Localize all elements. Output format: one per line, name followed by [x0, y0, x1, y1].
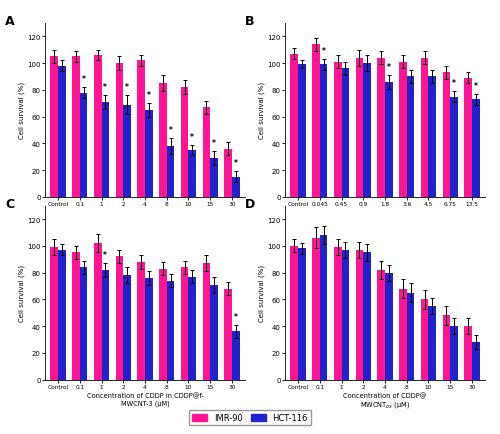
Bar: [290, 55, 298, 197]
Bar: [188, 151, 196, 197]
Bar: [464, 326, 472, 380]
Text: C: C: [5, 197, 14, 210]
Bar: [166, 147, 174, 197]
Text: D: D: [245, 197, 256, 210]
Text: *: *: [82, 75, 86, 84]
Bar: [94, 56, 102, 197]
X-axis label: Concentration of free CDDP (μM): Concentration of free CDDP (μM): [90, 209, 200, 216]
Bar: [442, 316, 450, 380]
Bar: [334, 247, 342, 380]
Y-axis label: Cell survival (%): Cell survival (%): [258, 264, 264, 322]
X-axis label: Concentration of CDDP in CDDP@f-
MWCNT-3 (μM): Concentration of CDDP in CDDP@f- MWCNT-3…: [86, 391, 204, 406]
Bar: [450, 97, 458, 197]
Bar: [58, 66, 66, 197]
Bar: [356, 59, 364, 197]
Bar: [232, 178, 239, 197]
Bar: [224, 149, 232, 197]
Bar: [399, 289, 406, 380]
Bar: [385, 82, 392, 197]
Bar: [472, 342, 480, 380]
Bar: [334, 62, 342, 197]
Bar: [138, 262, 145, 380]
Bar: [202, 108, 210, 197]
Bar: [210, 285, 218, 380]
Text: A: A: [5, 15, 15, 28]
Bar: [399, 62, 406, 197]
X-axis label: Concentration of CDDP@
MWCNT$_{ox}$ (μM): Concentration of CDDP@ MWCNT$_{ox}$ (μM): [344, 391, 426, 409]
Bar: [50, 247, 58, 380]
Text: *: *: [147, 91, 150, 100]
Bar: [232, 332, 239, 380]
Bar: [224, 289, 232, 380]
Bar: [298, 65, 306, 197]
Bar: [181, 268, 188, 380]
Bar: [94, 243, 102, 380]
Bar: [464, 79, 472, 197]
Bar: [159, 269, 166, 380]
Text: *: *: [322, 47, 326, 56]
Bar: [378, 270, 385, 380]
Bar: [364, 64, 371, 197]
Bar: [356, 250, 364, 380]
Bar: [290, 246, 298, 380]
Text: *: *: [168, 126, 172, 135]
Bar: [72, 57, 80, 197]
Bar: [378, 59, 385, 197]
Text: B: B: [245, 15, 254, 28]
Bar: [472, 100, 480, 197]
Bar: [80, 93, 88, 197]
Bar: [364, 253, 371, 380]
Bar: [428, 306, 436, 380]
Bar: [124, 105, 131, 197]
Y-axis label: Cell survival (%): Cell survival (%): [18, 264, 25, 322]
Text: *: *: [387, 63, 390, 72]
Bar: [450, 326, 458, 380]
Bar: [421, 59, 428, 197]
Bar: [102, 103, 109, 197]
Bar: [145, 111, 152, 197]
Bar: [320, 236, 328, 380]
Bar: [312, 45, 320, 197]
Bar: [145, 278, 152, 380]
Bar: [210, 159, 218, 197]
Bar: [124, 276, 131, 380]
Bar: [406, 293, 414, 380]
Bar: [138, 61, 145, 197]
Bar: [50, 57, 58, 197]
Bar: [406, 77, 414, 197]
Bar: [385, 273, 392, 380]
Bar: [202, 263, 210, 380]
Text: *: *: [190, 132, 194, 141]
Bar: [72, 253, 80, 380]
Text: *: *: [104, 250, 108, 260]
Text: *: *: [125, 83, 129, 92]
Bar: [116, 64, 124, 197]
Text: *: *: [212, 139, 216, 148]
Bar: [421, 299, 428, 380]
Bar: [102, 270, 109, 380]
Text: *: *: [234, 312, 237, 321]
Bar: [188, 277, 196, 380]
Text: *: *: [104, 83, 108, 92]
X-axis label: Concentration of capped blank
nanobottles (μg/mL): Concentration of capped blank nanobottle…: [334, 209, 436, 223]
Bar: [159, 84, 166, 197]
Bar: [80, 268, 88, 380]
Legend: IMR-90, HCT-116: IMR-90, HCT-116: [189, 410, 311, 425]
Bar: [298, 249, 306, 380]
Y-axis label: Cell survival (%): Cell survival (%): [18, 82, 25, 139]
Text: *: *: [474, 82, 478, 91]
Bar: [181, 88, 188, 197]
Bar: [442, 73, 450, 197]
Y-axis label: Cell survival (%): Cell survival (%): [258, 82, 264, 139]
Bar: [58, 250, 66, 380]
Text: *: *: [234, 159, 237, 168]
Bar: [320, 65, 328, 197]
Text: *: *: [452, 79, 456, 88]
Bar: [342, 69, 349, 197]
Bar: [342, 250, 349, 380]
Bar: [428, 77, 436, 197]
Bar: [312, 238, 320, 380]
Bar: [166, 281, 174, 380]
Bar: [116, 257, 124, 380]
